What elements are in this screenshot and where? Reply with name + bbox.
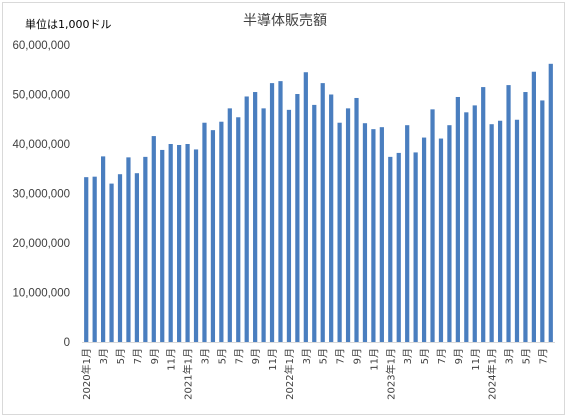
x-tick-label: 3月	[402, 348, 414, 364]
bar	[489, 124, 494, 342]
bar	[497, 120, 503, 343]
bar	[354, 97, 359, 342]
bar	[388, 156, 393, 342]
bar	[523, 92, 528, 342]
bar	[430, 109, 435, 342]
bar	[84, 177, 89, 342]
bar	[371, 129, 376, 342]
bar	[168, 144, 173, 342]
bar	[193, 149, 199, 342]
bar	[126, 157, 131, 342]
bar	[219, 121, 224, 342]
bar	[92, 176, 97, 342]
x-tick-label: 3月	[504, 348, 516, 364]
x-tick-label: 11月	[470, 348, 482, 371]
bar	[379, 127, 384, 342]
bar	[531, 71, 536, 342]
y-tick-label: 20,000,000	[12, 238, 70, 250]
x-tick-label: 5月	[419, 348, 431, 364]
bar	[329, 94, 334, 342]
bar	[413, 152, 418, 342]
bar	[134, 173, 140, 342]
y-tick-label: 0	[64, 337, 70, 349]
x-tick-label: 9月	[352, 348, 364, 364]
bar	[464, 112, 469, 342]
x-tick-label: 5月	[115, 348, 127, 364]
bar	[320, 83, 325, 343]
x-tick-label: 2022年1月	[283, 348, 296, 400]
bar	[405, 125, 410, 342]
bar	[261, 108, 266, 342]
bar	[202, 122, 207, 342]
x-tick-label: 2021年1月	[182, 348, 195, 400]
bar	[244, 96, 249, 342]
x-tick-label: 2020年1月	[80, 348, 93, 400]
x-tick-label: 3月	[301, 348, 313, 364]
bar	[303, 72, 308, 342]
y-tick-label: 10,000,000	[12, 288, 70, 300]
bar	[447, 125, 452, 342]
bar	[540, 100, 545, 342]
x-tick-label: 7月	[233, 348, 245, 364]
bar	[185, 144, 190, 342]
bar	[143, 156, 148, 342]
chart-title: 半導体販売額	[243, 13, 327, 29]
bar	[253, 92, 258, 342]
unit-label: 単位は1,000ドル	[25, 17, 112, 31]
x-tick-label: 5月	[318, 348, 330, 364]
x-tick-label: 5月	[520, 348, 532, 364]
bars	[84, 63, 553, 343]
x-tick-label: 9月	[149, 348, 161, 364]
bar	[295, 94, 300, 342]
bar	[278, 81, 283, 342]
bar	[337, 122, 342, 342]
bar	[396, 152, 401, 342]
x-tick-label: 2023年1月	[384, 348, 397, 400]
bar	[160, 149, 165, 342]
x-tick-label: 7月	[436, 348, 448, 364]
bar	[101, 156, 106, 343]
y-tick-label: 50,000,000	[12, 90, 70, 102]
bar	[109, 183, 114, 342]
bar	[227, 108, 232, 342]
y-tick-label: 40,000,000	[12, 139, 70, 151]
bar	[177, 144, 182, 342]
x-tick-label: 11月	[368, 348, 380, 371]
bar	[286, 109, 292, 342]
x-tick-label: 3月	[199, 348, 211, 364]
x-tick-label: 11月	[267, 348, 279, 371]
x-tick-label: 9月	[453, 348, 465, 364]
bar	[210, 130, 216, 342]
bar	[438, 138, 444, 342]
bar	[236, 117, 241, 343]
y-axis: 0 10,000,000 20,000,000 30,000,000 40,000,00…	[12, 40, 70, 349]
bar	[345, 108, 351, 342]
x-axis: 2020年1月 3月 5月 7月 9月 11月 2021年1月 3月 5月 7月 9月 11月 2022…	[80, 342, 555, 400]
bar	[514, 119, 520, 342]
x-tick-label: 9月	[250, 348, 262, 364]
x-tick-label: 3月	[98, 348, 110, 364]
x-tick-label: 2024年1月	[486, 348, 499, 400]
x-tick-label: 7月	[335, 348, 347, 364]
x-tick-label: 5月	[216, 348, 228, 364]
bar	[455, 96, 460, 342]
bar	[421, 137, 427, 342]
bar	[151, 136, 156, 342]
chart-svg: 半導体販売額 単位は1,000ドル 0 10,000,000 20,000,000 3…	[12, 13, 555, 400]
bar	[548, 63, 553, 343]
bar	[472, 105, 477, 342]
x-tick-label: 11月	[166, 348, 178, 371]
bar	[481, 87, 486, 342]
y-tick-label: 60,000,000	[12, 40, 70, 52]
chart-area: 半導体販売額 単位は1,000ドル 0 10,000,000 20,000,000 3…	[2, 2, 565, 415]
bar	[269, 83, 275, 343]
bar	[117, 174, 123, 342]
bar	[312, 104, 317, 343]
y-tick-label: 30,000,000	[12, 189, 70, 201]
x-tick-label: 7月	[132, 348, 144, 364]
bar	[506, 85, 511, 342]
x-tick-label: 7月	[537, 348, 549, 364]
bar	[362, 123, 368, 343]
